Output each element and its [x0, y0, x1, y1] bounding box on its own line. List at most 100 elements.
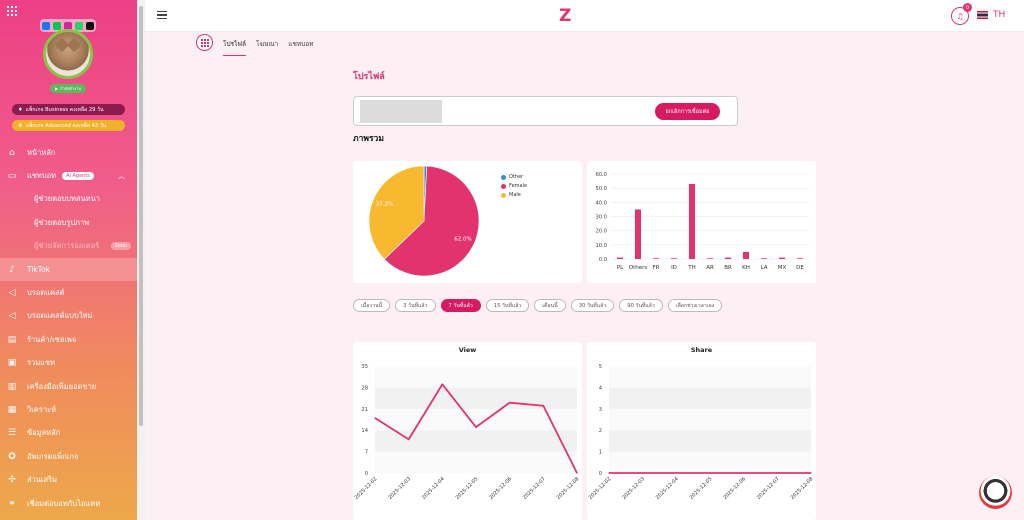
chat-icon: ▭: [7, 171, 17, 182]
status-badge: ▶ กำลังทำงาน: [50, 84, 86, 93]
legend-item-male[interactable]: Male: [501, 192, 527, 198]
facebook-icon[interactable]: [42, 21, 50, 30]
grid-band: [375, 451, 577, 473]
legend-dot: [501, 174, 506, 180]
x-tick-label: KH: [742, 265, 750, 271]
legend-item-other[interactable]: Other: [501, 174, 527, 180]
menu-icon[interactable]: [157, 11, 167, 21]
sidebar-item-home[interactable]: ⌂ หน้าหลัก: [0, 141, 137, 164]
y-tick-label: 35: [361, 364, 368, 370]
x-tick-label: Others: [629, 265, 648, 271]
y-tick-label: 7: [365, 450, 368, 456]
line-icon[interactable]: [53, 21, 61, 30]
logo[interactable]: Z: [559, 6, 572, 26]
country-bar-chart: 0.0 10.0 20.0 30.0 40.0 50.0 60.0 PL Others FR ID T…: [595, 172, 809, 271]
filter-this-month[interactable]: เดือนนี้: [534, 299, 566, 312]
sidebar-item-image-assistant[interactable]: ผู้ช่วยตอบรูปภาพ: [34, 217, 90, 227]
sidebar-item-link-bot[interactable]: ⚭ เชื่อมต่อบอทกับไอแคท: [0, 492, 137, 515]
filter-30-days[interactable]: 30 วันที่แล้ว: [570, 299, 615, 312]
x-tick-label: PL: [617, 265, 624, 271]
sidebar-item-broadcast-new[interactable]: ◁ บรอดแคสต์แบบใหม่: [0, 305, 137, 328]
sidebar-item-store[interactable]: ▤ ร้านค้า/เซลเพจ: [7, 334, 77, 345]
bar-id: [671, 258, 677, 259]
share-chart-card: Share 0 1 2 3 4 5 2025-12-02 2025-12-03 2025-12-…: [587, 342, 816, 520]
tab-chatbot[interactable]: แชทบอท: [288, 40, 314, 48]
x-tick-label: 2025-12-08: [556, 476, 581, 501]
tab-ads[interactable]: โฆษณา: [255, 40, 279, 48]
grid-band: [609, 408, 811, 431]
bell-icon[interactable]: ♫: [951, 7, 969, 25]
avatar[interactable]: [43, 29, 93, 79]
megaphone-icon: ◁: [8, 311, 16, 322]
y-tick-label: 10.0: [595, 243, 607, 249]
data-point: [509, 402, 511, 404]
legend-item-female[interactable]: Female: [501, 183, 527, 189]
data-point: [408, 438, 410, 440]
sidebar-item-analytics[interactable]: ▦ วิเคราะห์: [7, 404, 57, 415]
sidebar-item-master-data[interactable]: ☰ ข้อมูลหลัก: [7, 428, 61, 439]
package-advanced-badge: ♛ แพ็กเกจ Advanced คงเหลือ 43 วัน: [12, 120, 125, 131]
share-chart-title: Share: [690, 346, 713, 354]
tab-bar: โปรไฟล์ โฆษณา แชทบอท: [223, 39, 313, 56]
data-point: [542, 405, 544, 407]
sidebar-item-sales-tools[interactable]: ▥ เครื่องมือเพิ่มยอดขาย: [7, 381, 97, 392]
bar-ar: [707, 258, 713, 259]
filter-3-days[interactable]: 3 วันที่แล้ว: [395, 299, 436, 312]
sidebar-item-addons[interactable]: ✣ ส่วนเสริม: [0, 468, 137, 491]
data-point: [608, 472, 610, 474]
tabs-grid-icon[interactable]: [196, 34, 213, 51]
filter-90-days[interactable]: 90 วันที่แล้ว: [619, 299, 663, 312]
legend-dot: [501, 192, 506, 198]
grid-band: [375, 430, 577, 452]
whatsapp-icon[interactable]: [75, 21, 83, 30]
x-tick-label: 2025-12-07: [522, 476, 547, 501]
thai-flag-icon[interactable]: [977, 11, 988, 19]
grid-band: [375, 387, 577, 409]
sidebar-item-chatbot[interactable]: ▭ แชทบอท Ai Agents ︿: [7, 171, 125, 182]
filter-7-days[interactable]: 7 วันที่แล้ว: [440, 299, 481, 312]
language-selector[interactable]: TH: [993, 10, 1006, 20]
filter-15-days[interactable]: 15 วันที่แล้ว: [485, 299, 530, 312]
ai-agents-badge: Ai Agents: [62, 172, 94, 181]
sidebar-item-all-chats[interactable]: ▣ รวมแชท: [7, 358, 56, 369]
pie-legend: Other Female Male: [501, 174, 527, 201]
data-point: [776, 472, 778, 474]
apps-grid-icon[interactable]: [7, 6, 17, 16]
sidebar-item-conversation-assistant[interactable]: ผู้ช่วยตอบบทสนทนา: [34, 194, 100, 204]
chat-assistant-robot-icon[interactable]: [979, 476, 1012, 509]
tab-profile[interactable]: โปรไฟล์: [223, 39, 246, 56]
social-icons: [40, 19, 96, 32]
x-tick-label: ID: [671, 265, 677, 271]
bar-others: [635, 209, 641, 259]
sidebar-item-broadcast[interactable]: ◁ บรอดแคสต์: [0, 281, 137, 304]
home-icon: ⌂: [9, 147, 15, 158]
y-tick-label: 0: [599, 471, 602, 477]
x-tick-label: 2025-12-05: [455, 476, 480, 501]
filter-yesterday[interactable]: เมื่อวานนี้: [353, 299, 391, 312]
account-avatar-placeholder: [360, 100, 442, 123]
sidebar-item-tiktok[interactable]: ♪ TikTok: [0, 257, 137, 282]
x-tick-label: 2025-12-02: [588, 476, 613, 501]
data-point: [374, 417, 376, 419]
main-content: โปรไฟล์ โฆษณา แชทบอท โปรไฟล์ ยกเลิกการเช…: [145, 32, 1024, 520]
grid-band: [609, 387, 811, 409]
y-tick-label: 14: [361, 428, 368, 434]
instagram-icon[interactable]: [64, 21, 72, 30]
filter-custom-range[interactable]: เลือกช่วงเวลาเอง: [667, 299, 723, 312]
x-tick-label: 2025-12-04: [655, 476, 680, 501]
y-tick-label: 21: [361, 407, 368, 413]
tiktok-icon: ♪: [9, 264, 15, 275]
tiktok-icon[interactable]: [86, 21, 94, 30]
y-tick-label: 2: [599, 428, 602, 434]
x-tick-label: AR: [706, 265, 714, 271]
share-line-chart: 0 1 2 3 4 5 2025-12-02 2025-12-03 2025-12-04 2025…: [588, 364, 815, 501]
grid-band: [609, 430, 811, 452]
sidebar: ▶ กำลังทำงาน ♦ แพ็กเกจ Business คงเหลือ 29…: [0, 0, 137, 520]
chart-icon: ▥: [7, 381, 17, 392]
sidebar-scrollbar[interactable]: [137, 0, 145, 520]
data-point: [576, 472, 578, 474]
chevron-up-icon[interactable]: ︿: [118, 172, 125, 181]
sidebar-item-order-assistant: ผู้ช่วยจัดการออเดอร์ Soon: [0, 235, 137, 258]
disconnect-button[interactable]: ยกเลิกการเชื่อมต่อ: [655, 103, 720, 120]
sidebar-item-upgrade[interactable]: ✪ อัพเกรดแพ็กเกจ: [0, 445, 137, 468]
